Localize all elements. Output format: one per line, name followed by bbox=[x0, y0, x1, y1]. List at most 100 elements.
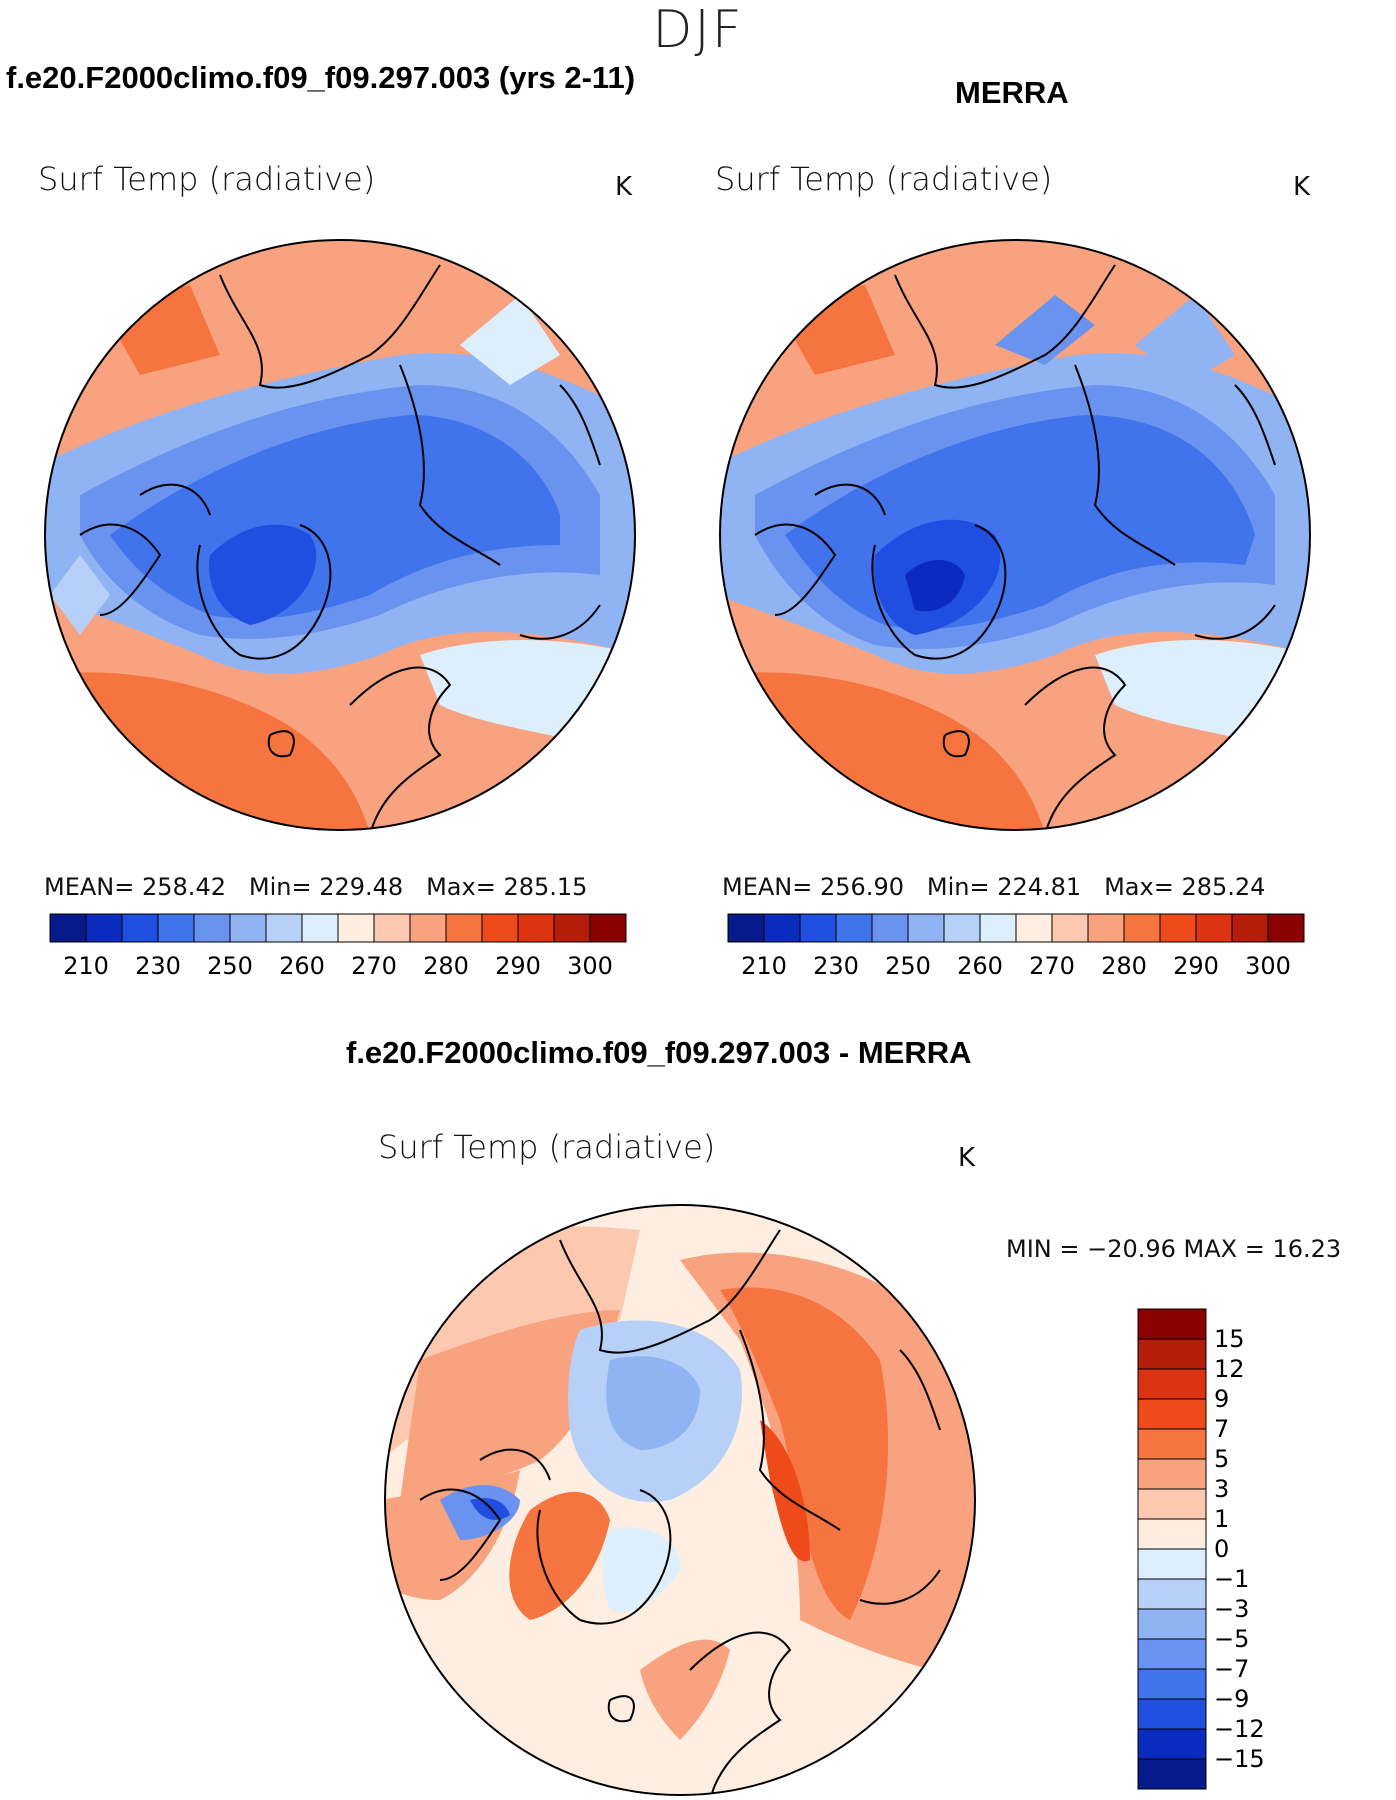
colorbar-tick-label: 270 bbox=[1029, 952, 1075, 980]
diff-minmax: MIN = −20.96 MAX = 16.23 bbox=[1006, 1235, 1342, 1263]
panel-1-mean-label: MEAN= bbox=[44, 873, 135, 901]
colorbar-tick-label: 230 bbox=[813, 952, 859, 980]
colorbar-tick-label: 260 bbox=[279, 952, 325, 980]
colorbar-box bbox=[763, 913, 801, 943]
colorbar-box bbox=[589, 913, 627, 943]
colorbar-tick-label: 230 bbox=[135, 952, 181, 980]
colorbar-tick-label: 7 bbox=[1214, 1415, 1229, 1443]
colorbar-box bbox=[301, 913, 339, 943]
colorbar-tick-label: −1 bbox=[1214, 1565, 1249, 1593]
colorbar-tick-label: 5 bbox=[1214, 1445, 1229, 1473]
colorbar-box bbox=[799, 913, 837, 943]
colorbar-box bbox=[943, 913, 981, 943]
colorbar-box bbox=[1137, 1488, 1207, 1520]
diff-variable: Surf Temp (radiative) bbox=[378, 1128, 716, 1166]
colorbar-tick-label: 280 bbox=[423, 952, 469, 980]
colorbar-box bbox=[1137, 1668, 1207, 1700]
panel-2-variable: Surf Temp (radiative) bbox=[715, 160, 1053, 198]
panel-2-units: K bbox=[1293, 172, 1311, 202]
colorbar-box bbox=[979, 913, 1017, 943]
colorbar-tick-label: 250 bbox=[885, 952, 931, 980]
colorbar-box bbox=[1137, 1638, 1207, 1670]
colorbar-box bbox=[1137, 1578, 1207, 1610]
map-difference-polar bbox=[384, 1204, 976, 1796]
map-merra-polar bbox=[719, 239, 1311, 831]
colorbar-tick-label: −5 bbox=[1214, 1625, 1249, 1653]
colorbar-box bbox=[481, 913, 519, 943]
colorbar-box bbox=[49, 913, 87, 943]
colorbar-box bbox=[1137, 1548, 1207, 1580]
colorbar-box bbox=[727, 913, 765, 943]
panel-2-title: MERRA bbox=[955, 75, 1069, 110]
panel-1-variable: Surf Temp (radiative) bbox=[38, 160, 376, 198]
colorbar-tick-label: 210 bbox=[63, 952, 109, 980]
colorbar-box bbox=[1231, 913, 1269, 943]
colorbar-box bbox=[1267, 913, 1305, 943]
colorbar-box bbox=[871, 913, 909, 943]
panel-2-stats: MEAN= 256.90 Min= 224.81 Max= 285.24 bbox=[722, 873, 1265, 901]
colorbar-tick-label: 1 bbox=[1214, 1505, 1229, 1533]
colorbar-tick-label: −9 bbox=[1214, 1685, 1249, 1713]
panel-1-stats: MEAN= 258.42 Min= 229.48 Max= 285.15 bbox=[44, 873, 587, 901]
colorbar-box bbox=[1159, 913, 1197, 943]
colorbar-box bbox=[265, 913, 303, 943]
season-title: DJF bbox=[652, 0, 744, 60]
diff-units: K bbox=[958, 1143, 976, 1173]
colorbar-box bbox=[409, 913, 447, 943]
colorbar-box bbox=[517, 913, 555, 943]
panel-1-units: K bbox=[615, 172, 633, 202]
panel-1-min-value: 229.48 bbox=[319, 873, 404, 901]
colorbar-tick-label: 12 bbox=[1214, 1355, 1245, 1383]
colorbar-tick-label: 3 bbox=[1214, 1475, 1229, 1503]
colorbar-tick-label: 9 bbox=[1214, 1385, 1229, 1413]
colorbar-tick-label: 270 bbox=[351, 952, 397, 980]
colorbar-box bbox=[373, 913, 411, 943]
panel-1-mean-value: 258.42 bbox=[142, 873, 226, 901]
colorbar-tick-label: 280 bbox=[1101, 952, 1147, 980]
colorbar-tick-label: 290 bbox=[1173, 952, 1219, 980]
colorbar-box bbox=[1137, 1758, 1207, 1790]
colorbar-tick-label: −15 bbox=[1214, 1745, 1265, 1773]
colorbar-tick-label: −3 bbox=[1214, 1595, 1249, 1623]
colorbar-box bbox=[907, 913, 945, 943]
colorbar-box bbox=[445, 913, 483, 943]
colorbar-box bbox=[553, 913, 591, 943]
colorbar-box bbox=[1137, 1368, 1207, 1400]
map-model-polar bbox=[44, 239, 636, 831]
colorbar-box bbox=[85, 913, 123, 943]
colorbar-tick-label: 290 bbox=[495, 952, 541, 980]
panel-2-min-value: 224.81 bbox=[997, 873, 1082, 901]
colorbar-model: 210 230 250 260 270 280 290 300 bbox=[49, 913, 627, 980]
colorbar-box bbox=[1087, 913, 1125, 943]
colorbar-box bbox=[1137, 1398, 1207, 1430]
colorbar-box bbox=[193, 913, 231, 943]
colorbar-tick-label: 0 bbox=[1214, 1535, 1229, 1563]
colorbar-tick-label: 300 bbox=[1245, 952, 1291, 980]
colorbar-box bbox=[1137, 1458, 1207, 1490]
colorbar-tick-label: 15 bbox=[1214, 1325, 1245, 1353]
colorbar-box bbox=[1015, 913, 1053, 943]
colorbar-tick-label: 300 bbox=[567, 952, 613, 980]
panel-2-max-value: 285.24 bbox=[1181, 873, 1266, 901]
colorbar-tick-label: 250 bbox=[207, 952, 253, 980]
colorbar-box bbox=[1137, 1698, 1207, 1730]
panel-2-mean-value: 256.90 bbox=[820, 873, 904, 901]
colorbar-box bbox=[337, 913, 375, 943]
colorbar-box bbox=[835, 913, 873, 943]
colorbar-tick-label: 210 bbox=[741, 952, 787, 980]
colorbar-tick-label: −12 bbox=[1214, 1715, 1265, 1743]
colorbar-box bbox=[157, 913, 195, 943]
colorbar-box bbox=[1195, 913, 1233, 943]
panel-1-min-label: Min= bbox=[248, 873, 312, 901]
colorbar-box bbox=[1137, 1338, 1207, 1370]
colorbar-tick-label: −7 bbox=[1214, 1655, 1249, 1683]
colorbar-box bbox=[1137, 1608, 1207, 1640]
colorbar-box bbox=[1123, 913, 1161, 943]
colorbar-box bbox=[1137, 1728, 1207, 1760]
colorbar-box bbox=[1137, 1428, 1207, 1460]
panel-2-mean-label: MEAN= bbox=[722, 873, 813, 901]
panel-1-title: f.e20.F2000climo.f09_f09.297.003 (yrs 2-… bbox=[6, 60, 636, 95]
panel-1-max-label: Max= bbox=[426, 873, 496, 901]
colorbar-tick-label: 260 bbox=[957, 952, 1003, 980]
